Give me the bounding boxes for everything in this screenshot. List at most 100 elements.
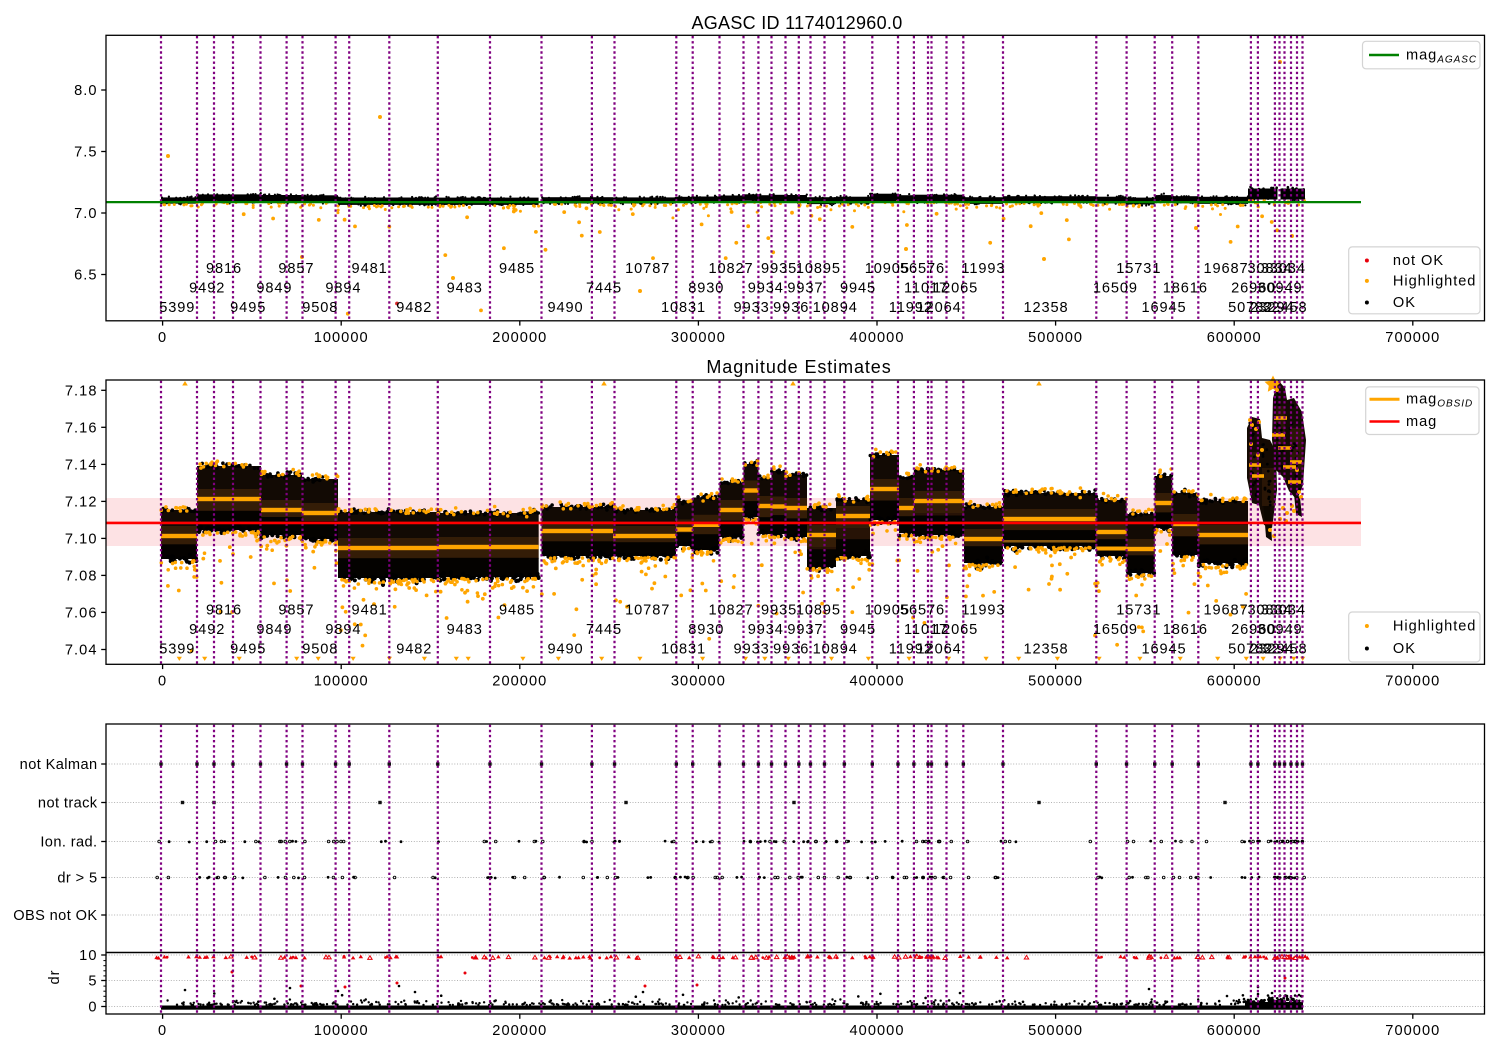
svg-text:600000: 600000	[1207, 330, 1262, 346]
svg-text:700000: 700000	[1385, 674, 1440, 690]
svg-text:9492: 9492	[189, 281, 225, 297]
svg-text:9816: 9816	[206, 603, 242, 619]
svg-text:9482: 9482	[396, 642, 432, 658]
svg-text:not OK: not OK	[1393, 253, 1444, 269]
svg-text:56576: 56576	[900, 261, 945, 277]
svg-text:9483: 9483	[447, 281, 483, 297]
svg-text:7.0: 7.0	[74, 206, 97, 222]
svg-text:9492: 9492	[189, 622, 225, 638]
svg-text:10: 10	[79, 948, 97, 964]
svg-text:11017: 11017	[904, 622, 948, 638]
svg-text:10894: 10894	[813, 300, 858, 316]
svg-text:9933: 9933	[734, 300, 770, 316]
svg-text:9483: 9483	[447, 622, 483, 638]
svg-text:mag: mag	[1406, 414, 1437, 430]
svg-text:Magnitude Estimates: Magnitude Estimates	[706, 357, 891, 377]
svg-text:700000: 700000	[1385, 1023, 1440, 1039]
svg-text:7.16: 7.16	[65, 420, 98, 436]
svg-text:0: 0	[158, 1023, 167, 1039]
svg-text:9481: 9481	[352, 261, 388, 277]
svg-text:7445: 7445	[586, 622, 622, 638]
svg-text:300000: 300000	[671, 674, 726, 690]
svg-text:10787: 10787	[625, 603, 670, 619]
svg-text:10905: 10905	[865, 603, 910, 619]
svg-text:9935: 9935	[761, 261, 797, 277]
svg-text:300000: 300000	[671, 330, 726, 346]
svg-text:7445: 7445	[586, 281, 622, 297]
svg-text:500000: 500000	[1028, 674, 1083, 690]
svg-text:10831: 10831	[661, 300, 706, 316]
svg-text:50782: 50782	[1228, 642, 1273, 658]
svg-text:9508: 9508	[302, 300, 338, 316]
svg-text:dr > 5: dr > 5	[57, 871, 97, 887]
svg-text:6.5: 6.5	[74, 268, 97, 284]
svg-text:33034: 33034	[1261, 261, 1306, 277]
svg-text:9482: 9482	[396, 300, 432, 316]
svg-text:11993: 11993	[961, 261, 1005, 277]
svg-text:7.10: 7.10	[65, 531, 98, 547]
svg-text:32458: 32458	[1262, 300, 1307, 316]
svg-text:8930: 8930	[688, 281, 724, 297]
svg-text:9937: 9937	[787, 281, 823, 297]
svg-text:9495: 9495	[230, 300, 266, 316]
svg-text:600000: 600000	[1207, 1023, 1262, 1039]
svg-text:7.5: 7.5	[74, 145, 97, 161]
svg-text:10905: 10905	[865, 261, 910, 277]
svg-text:Highlighted: Highlighted	[1393, 273, 1476, 289]
svg-text:400000: 400000	[850, 674, 905, 690]
svg-text:300000: 300000	[671, 1023, 726, 1039]
svg-text:12358: 12358	[1023, 642, 1068, 658]
svg-text:9485: 9485	[499, 603, 535, 619]
svg-text:9935: 9935	[761, 603, 797, 619]
svg-text:500000: 500000	[1028, 1023, 1083, 1039]
svg-text:9945: 9945	[840, 622, 876, 638]
svg-text:9936: 9936	[773, 642, 809, 658]
svg-text:9945: 9945	[840, 281, 876, 297]
svg-text:8930: 8930	[688, 622, 724, 638]
svg-text:400000: 400000	[850, 330, 905, 346]
svg-text:16509: 16509	[1093, 281, 1138, 297]
svg-text:400000: 400000	[850, 1023, 905, 1039]
svg-text:10827: 10827	[708, 603, 753, 619]
svg-text:10894: 10894	[813, 642, 858, 658]
svg-text:9936: 9936	[773, 300, 809, 316]
svg-text:9934: 9934	[748, 281, 784, 297]
svg-text:0: 0	[158, 330, 167, 346]
svg-text:10895: 10895	[796, 603, 841, 619]
svg-text:19687: 19687	[1203, 603, 1248, 619]
svg-text:30834: 30834	[1247, 603, 1292, 619]
svg-text:50782: 50782	[1228, 300, 1273, 316]
svg-text:0: 0	[88, 1000, 97, 1016]
svg-text:7.08: 7.08	[65, 568, 98, 584]
svg-text:19687: 19687	[1203, 261, 1248, 277]
svg-text:9508: 9508	[302, 642, 338, 658]
svg-text:7.04: 7.04	[65, 643, 98, 659]
svg-text:100000: 100000	[314, 1023, 369, 1039]
svg-text:16509: 16509	[1093, 622, 1138, 638]
svg-text:9857: 9857	[278, 261, 314, 277]
svg-text:15731: 15731	[1116, 261, 1161, 277]
svg-text:7.18: 7.18	[65, 383, 98, 399]
svg-text:9495: 9495	[230, 642, 266, 658]
svg-text:9481: 9481	[352, 603, 388, 619]
svg-text:not track: not track	[38, 796, 98, 812]
svg-text:9894: 9894	[325, 622, 361, 638]
svg-text:700000: 700000	[1385, 330, 1440, 346]
svg-text:100000: 100000	[314, 674, 369, 690]
svg-text:9490: 9490	[547, 642, 583, 658]
svg-text:9816: 9816	[206, 261, 242, 277]
svg-text:AGASC ID 1174012960.0: AGASC ID 1174012960.0	[691, 13, 902, 33]
svg-text:5: 5	[88, 974, 97, 990]
svg-text:12065: 12065	[933, 281, 978, 297]
svg-text:7.14: 7.14	[65, 457, 98, 473]
svg-text:OK: OK	[1393, 641, 1416, 657]
svg-text:Highlighted: Highlighted	[1393, 619, 1476, 635]
svg-text:23294: 23294	[1249, 300, 1294, 316]
svg-text:10895: 10895	[796, 261, 841, 277]
svg-text:9934: 9934	[748, 622, 784, 638]
svg-text:12358: 12358	[1023, 300, 1068, 316]
svg-text:30949: 30949	[1257, 281, 1302, 297]
svg-text:200000: 200000	[492, 674, 547, 690]
svg-text:9894: 9894	[325, 281, 361, 297]
svg-text:9849: 9849	[256, 622, 292, 638]
